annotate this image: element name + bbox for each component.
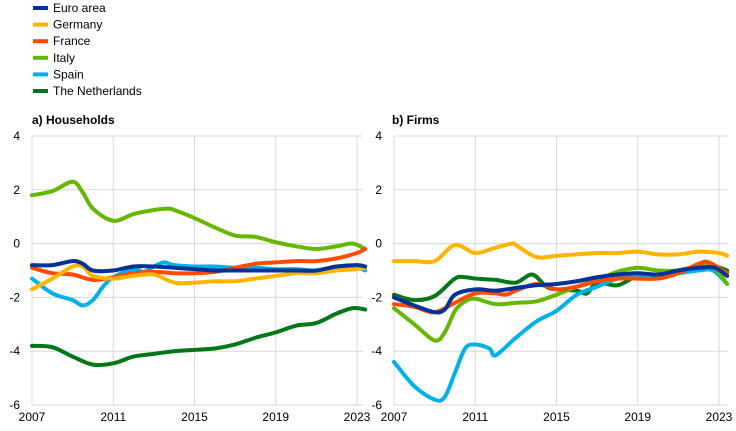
x-tick-label: 2007 <box>19 410 46 424</box>
x-tick-label: 2011 <box>100 410 126 424</box>
y-tick-label: 4 <box>13 129 20 143</box>
x-tick-label: 2023 <box>344 410 371 424</box>
x-tick-label: 2019 <box>624 410 651 424</box>
x-tick-label: 2011 <box>462 410 488 424</box>
series-line-the-netherlands <box>30 306 368 368</box>
y-tick-label: -2 <box>9 290 20 304</box>
legend-label: Spain <box>53 67 84 81</box>
legend-label: Germany <box>53 18 102 32</box>
legend-label: France <box>53 34 91 48</box>
x-tick-label: 2015 <box>181 410 208 424</box>
series-line-france <box>392 259 730 315</box>
series-line-germany <box>392 241 730 265</box>
series-line-euro-area <box>30 259 368 274</box>
y-tick-label: -2 <box>371 290 382 304</box>
legend: Euro area Germany France Italy Spain The Neth… <box>33 1 142 98</box>
y-tick-label: -4 <box>371 344 382 358</box>
y-tick-label: 4 <box>375 129 382 143</box>
legend-label: The Netherlands <box>53 84 142 98</box>
legend-label: Euro area <box>53 1 106 15</box>
series-line-france <box>30 246 368 282</box>
legend-label: Italy <box>53 51 75 65</box>
panel-title: a) Households <box>32 113 115 127</box>
series-line-italy <box>392 263 730 343</box>
y-tick-label: 2 <box>375 183 382 197</box>
series-line-euro-area <box>392 265 730 315</box>
y-tick-label: 0 <box>375 237 382 251</box>
x-tick-label: 2019 <box>262 410 289 424</box>
x-tick-label: 2007 <box>381 410 408 424</box>
x-tick-label: 2015 <box>543 410 570 424</box>
series-line-germany <box>30 263 368 292</box>
y-tick-label: -6 <box>371 398 382 412</box>
y-tick-label: -6 <box>9 398 20 412</box>
y-tick-label: -4 <box>9 344 20 358</box>
y-tick-label: 0 <box>13 237 20 251</box>
panel-title: b) Firms <box>392 113 440 127</box>
x-tick-label: 2023 <box>706 410 733 424</box>
y-tick-label: 2 <box>13 183 20 197</box>
series-line-italy <box>30 179 368 251</box>
